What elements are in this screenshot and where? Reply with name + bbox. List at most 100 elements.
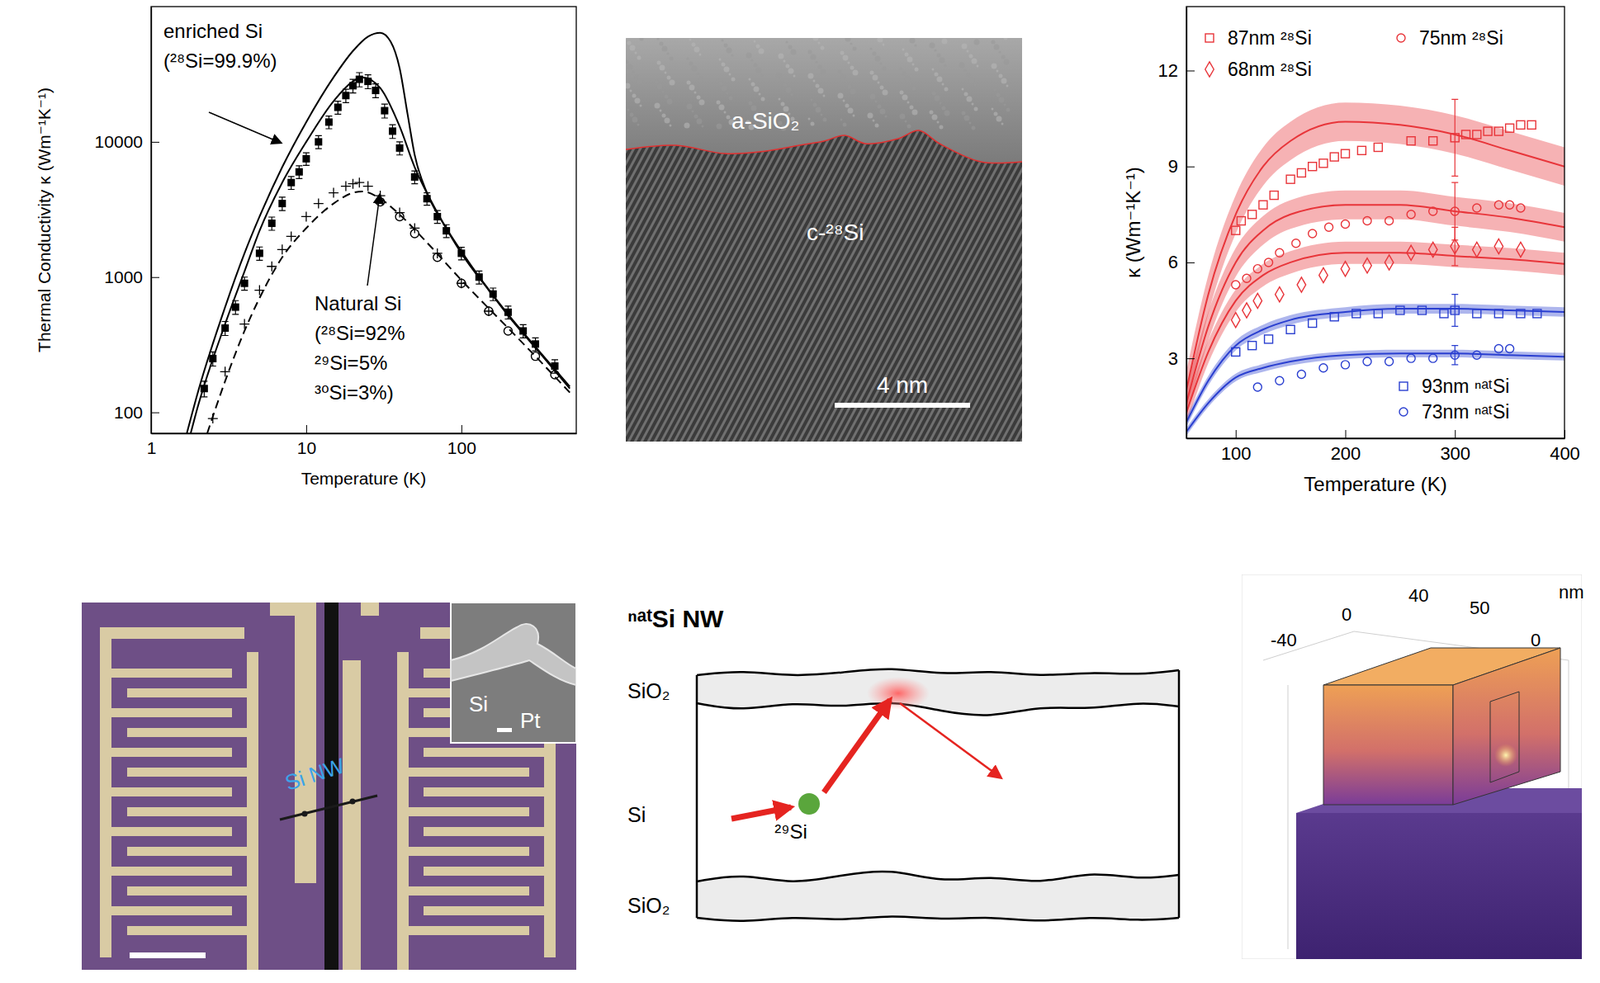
x-tick-mark [461, 425, 463, 434]
y-tick: 12 [1158, 60, 1195, 81]
speckle [852, 114, 856, 118]
speckle [728, 73, 732, 76]
inset: SiPt [450, 602, 577, 744]
speckle [689, 38, 692, 42]
speckle [785, 41, 789, 44]
y-tick-mark [1186, 358, 1195, 360]
speckle [783, 60, 786, 63]
speckle [904, 75, 911, 82]
y-tick-mark [151, 142, 160, 143]
plot-data [1186, 99, 1565, 436]
y-tick-mark [1186, 166, 1195, 168]
speckle [909, 82, 913, 86]
legend-marker [1396, 33, 1406, 43]
speckle [1003, 59, 1010, 66]
speckle [942, 106, 947, 111]
point [1242, 274, 1251, 283]
error-bar [443, 224, 450, 238]
error-bar [434, 210, 441, 223]
electrode [360, 602, 379, 616]
error-bar [532, 337, 540, 351]
point [376, 198, 385, 207]
point [1450, 207, 1459, 216]
point [1253, 293, 1262, 308]
speckle [753, 86, 760, 93]
speckle [875, 123, 880, 128]
layer-label: SiO₂ [627, 679, 670, 703]
speckle [877, 104, 882, 109]
point [380, 107, 389, 115]
point [551, 362, 559, 370]
speckle [998, 74, 1004, 79]
speckle [842, 99, 846, 103]
y-tick-label: 100 [113, 402, 143, 422]
error-bar [295, 165, 303, 179]
speckle [810, 99, 814, 102]
speckle [694, 47, 701, 53]
y-tick: 10000 [94, 132, 160, 152]
annotation-arrow [208, 112, 281, 143]
electrode [397, 886, 530, 896]
scale-bar-label: 4 nm [876, 372, 928, 398]
electrode [127, 767, 259, 777]
speckle [654, 80, 659, 85]
wire-edge [695, 675, 699, 919]
point [301, 211, 312, 222]
y-tick: 100 [113, 402, 160, 422]
speckle [753, 40, 757, 43]
speckle [902, 94, 909, 101]
speckle [669, 124, 673, 128]
electrode [99, 866, 232, 876]
speckle [627, 64, 634, 71]
speckle [882, 89, 889, 96]
y-tick: 9 [1168, 156, 1195, 177]
speckle [932, 114, 938, 121]
inner-outline [1490, 691, 1520, 783]
legend-label: 87nm ²⁸Si [1227, 27, 1312, 49]
point [328, 188, 339, 199]
speckle [966, 50, 970, 53]
electrode [127, 847, 259, 857]
error-bar [334, 101, 341, 115]
point [433, 253, 442, 262]
speckle [699, 53, 702, 57]
electrode [397, 807, 530, 817]
speckle [912, 109, 919, 116]
point [1494, 127, 1503, 136]
speckle [994, 112, 999, 117]
speckle [751, 82, 756, 87]
error-bar [423, 193, 431, 206]
x-axis-line [151, 433, 578, 435]
error-bar [325, 116, 332, 129]
speckle [909, 37, 916, 44]
electrode [423, 787, 556, 797]
speckle [808, 73, 815, 80]
point [1406, 210, 1416, 219]
electrode [99, 827, 232, 837]
speckle [932, 91, 937, 96]
point [1248, 210, 1257, 219]
electrode [397, 926, 530, 936]
point [1516, 120, 1525, 129]
x-tick-label: 100 [447, 438, 477, 458]
point [1363, 357, 1372, 366]
interface-line [625, 130, 1023, 164]
point [1340, 149, 1350, 158]
error-bar [1451, 345, 1458, 365]
speckle [662, 90, 665, 94]
speckle [870, 71, 875, 76]
speckle [964, 115, 971, 122]
legend-marker [1399, 407, 1408, 417]
point [1264, 335, 1274, 344]
point [1286, 325, 1295, 334]
error-bar [350, 79, 357, 93]
nanowire [279, 795, 378, 820]
speckle [998, 97, 1005, 104]
annotation: Natural Si [314, 292, 402, 315]
point [1357, 146, 1366, 155]
speckle [872, 119, 876, 123]
speckle [810, 122, 815, 127]
point [1373, 142, 1383, 152]
point [1429, 137, 1438, 146]
x-axis: 110100 [146, 425, 578, 458]
